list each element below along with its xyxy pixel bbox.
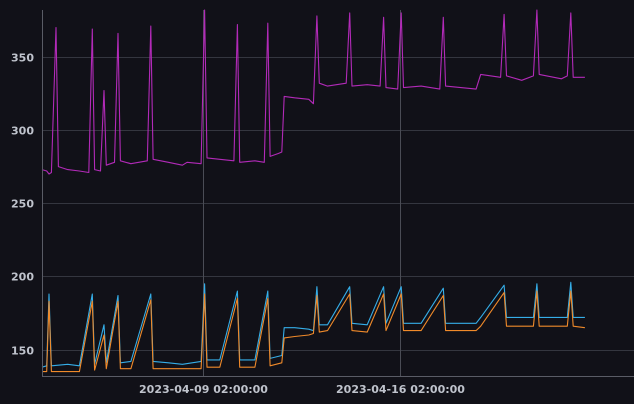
x-tick-label: 2023-04-16 02:00:00 xyxy=(336,383,465,396)
grid xyxy=(42,10,634,376)
y-tick-label: 200 xyxy=(11,271,34,284)
y-tick-label: 300 xyxy=(11,125,34,138)
series-line-2 xyxy=(41,281,585,368)
y-tick-label: 250 xyxy=(11,198,34,211)
x-tick-label: 2023-04-09 02:00:00 xyxy=(139,383,268,396)
x-axis: 2023-04-09 02:00:00 2023-04-16 02:00:00 xyxy=(42,376,634,396)
y-tick-label: 350 xyxy=(11,52,34,65)
y-axis: 150 200 250 300 350 xyxy=(11,10,43,376)
series-line-3 xyxy=(42,290,585,373)
series-layer xyxy=(41,9,585,373)
series-line-1 xyxy=(41,9,585,175)
y-tick-label: 150 xyxy=(11,345,34,358)
